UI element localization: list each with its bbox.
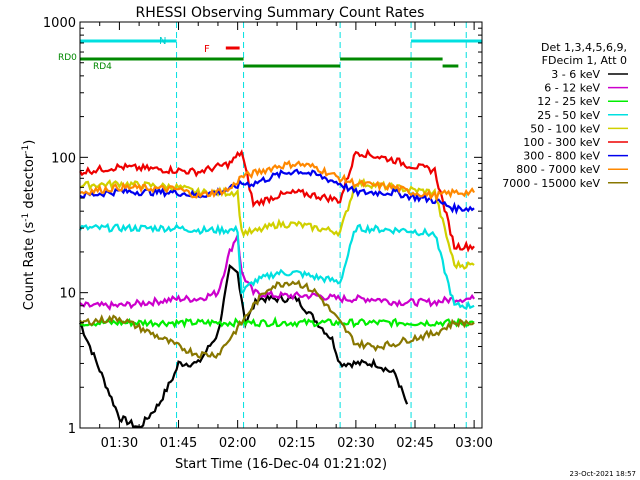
legend-label: 7000 - 15000 keV — [502, 177, 600, 190]
legend-label: 800 - 7000 keV — [516, 163, 600, 176]
y-axis-label-end: ) — [22, 140, 37, 145]
legend-label: 300 - 800 keV — [523, 150, 600, 163]
plot-frame — [79, 21, 483, 429]
annotation-f: F — [204, 44, 210, 55]
series-line — [79, 168, 475, 215]
status-bars — [80, 39, 482, 68]
x-tick-label: 03:00 — [455, 436, 492, 451]
x-tick-label: 01:30 — [101, 436, 138, 451]
series-line — [79, 222, 475, 310]
y-tick-label: 1000 — [43, 16, 76, 31]
x-tick-label: 02:45 — [396, 436, 433, 451]
series-line — [79, 263, 409, 429]
series-line — [79, 148, 475, 253]
annotation-n: N — [159, 36, 166, 47]
legend-label: 25 - 50 keV — [537, 109, 600, 122]
legend-label: 6 - 12 keV — [544, 82, 600, 95]
y-axis-label-mid: detector — [22, 153, 37, 213]
legend-label: 12 - 25 keV — [537, 95, 600, 108]
y-axis-label: Count Rate (s-1 detector-1) — [21, 140, 37, 311]
series-line — [79, 316, 475, 329]
series-line — [79, 279, 475, 360]
y-axis-label-sup2: -1 — [21, 145, 31, 154]
y-tick-label: 1 — [68, 422, 76, 437]
annotation-rd0: RD0 — [58, 53, 77, 63]
annotation-rd4: RD4 — [93, 62, 112, 72]
series-line — [79, 159, 476, 203]
x-tick-label: 02:15 — [278, 436, 315, 451]
y-axis-label-sup: -1 — [21, 213, 31, 222]
x-tick-label: 02:00 — [219, 436, 256, 451]
y-tick-label: 100 — [51, 151, 76, 166]
x-axis-label: Start Time (16-Dec-04 01:21:02) — [175, 457, 387, 472]
legend-label: 50 - 100 keV — [530, 122, 600, 135]
series-layer — [79, 148, 476, 429]
legend-header-1: Det 1,3,4,5,6,9, — [541, 41, 627, 54]
legend-header-2: FDecim 1, Att 0 — [542, 54, 627, 67]
timestamp: 23-Oct-2021 18:57 — [570, 470, 636, 478]
chart-title: RHESSI Observing Summary Count Rates — [136, 5, 425, 21]
x-tick-label: 02:30 — [337, 436, 374, 451]
y-axis-label-main: Count Rate (s — [22, 222, 37, 311]
legend-label: 100 - 300 keV — [523, 136, 600, 149]
axes: 01:30 01:45 02:00 02:15 02:30 02:45 03:00 1 10 10… — [43, 16, 493, 451]
series-line — [79, 234, 476, 312]
x-tick-label: 01:45 — [160, 436, 197, 451]
legend-label: 3 - 6 keV — [551, 68, 600, 81]
y-tick-label: 10 — [59, 287, 76, 302]
